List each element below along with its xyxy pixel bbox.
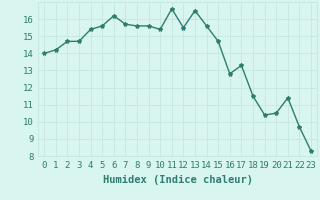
X-axis label: Humidex (Indice chaleur): Humidex (Indice chaleur) xyxy=(103,175,252,185)
